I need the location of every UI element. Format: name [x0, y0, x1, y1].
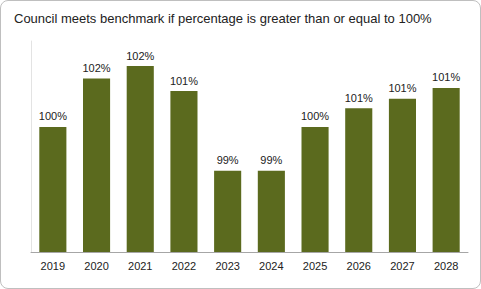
svg-text:2025: 2025	[303, 260, 327, 272]
svg-text:102%: 102%	[126, 50, 154, 62]
svg-text:101%: 101%	[345, 92, 373, 104]
svg-text:2020: 2020	[84, 260, 108, 272]
svg-text:2023: 2023	[215, 260, 239, 272]
svg-text:99%: 99%	[217, 154, 239, 166]
svg-text:2028: 2028	[434, 260, 458, 272]
svg-text:2019: 2019	[41, 260, 65, 272]
svg-text:2024: 2024	[259, 260, 283, 272]
svg-text:101%: 101%	[170, 75, 198, 87]
svg-text:2022: 2022	[172, 260, 196, 272]
svg-text:100%: 100%	[39, 110, 67, 122]
svg-text:99%: 99%	[260, 154, 282, 166]
svg-text:2021: 2021	[128, 260, 152, 272]
svg-text:2027: 2027	[390, 260, 414, 272]
svg-text:2026: 2026	[347, 260, 371, 272]
svg-text:101%: 101%	[388, 82, 416, 94]
svg-text:102%: 102%	[82, 62, 110, 74]
svg-text:100%: 100%	[301, 110, 329, 122]
svg-text:101%: 101%	[432, 71, 460, 83]
svg-text:Council meets benchmark if per: Council meets benchmark if percentage is…	[14, 11, 432, 26]
